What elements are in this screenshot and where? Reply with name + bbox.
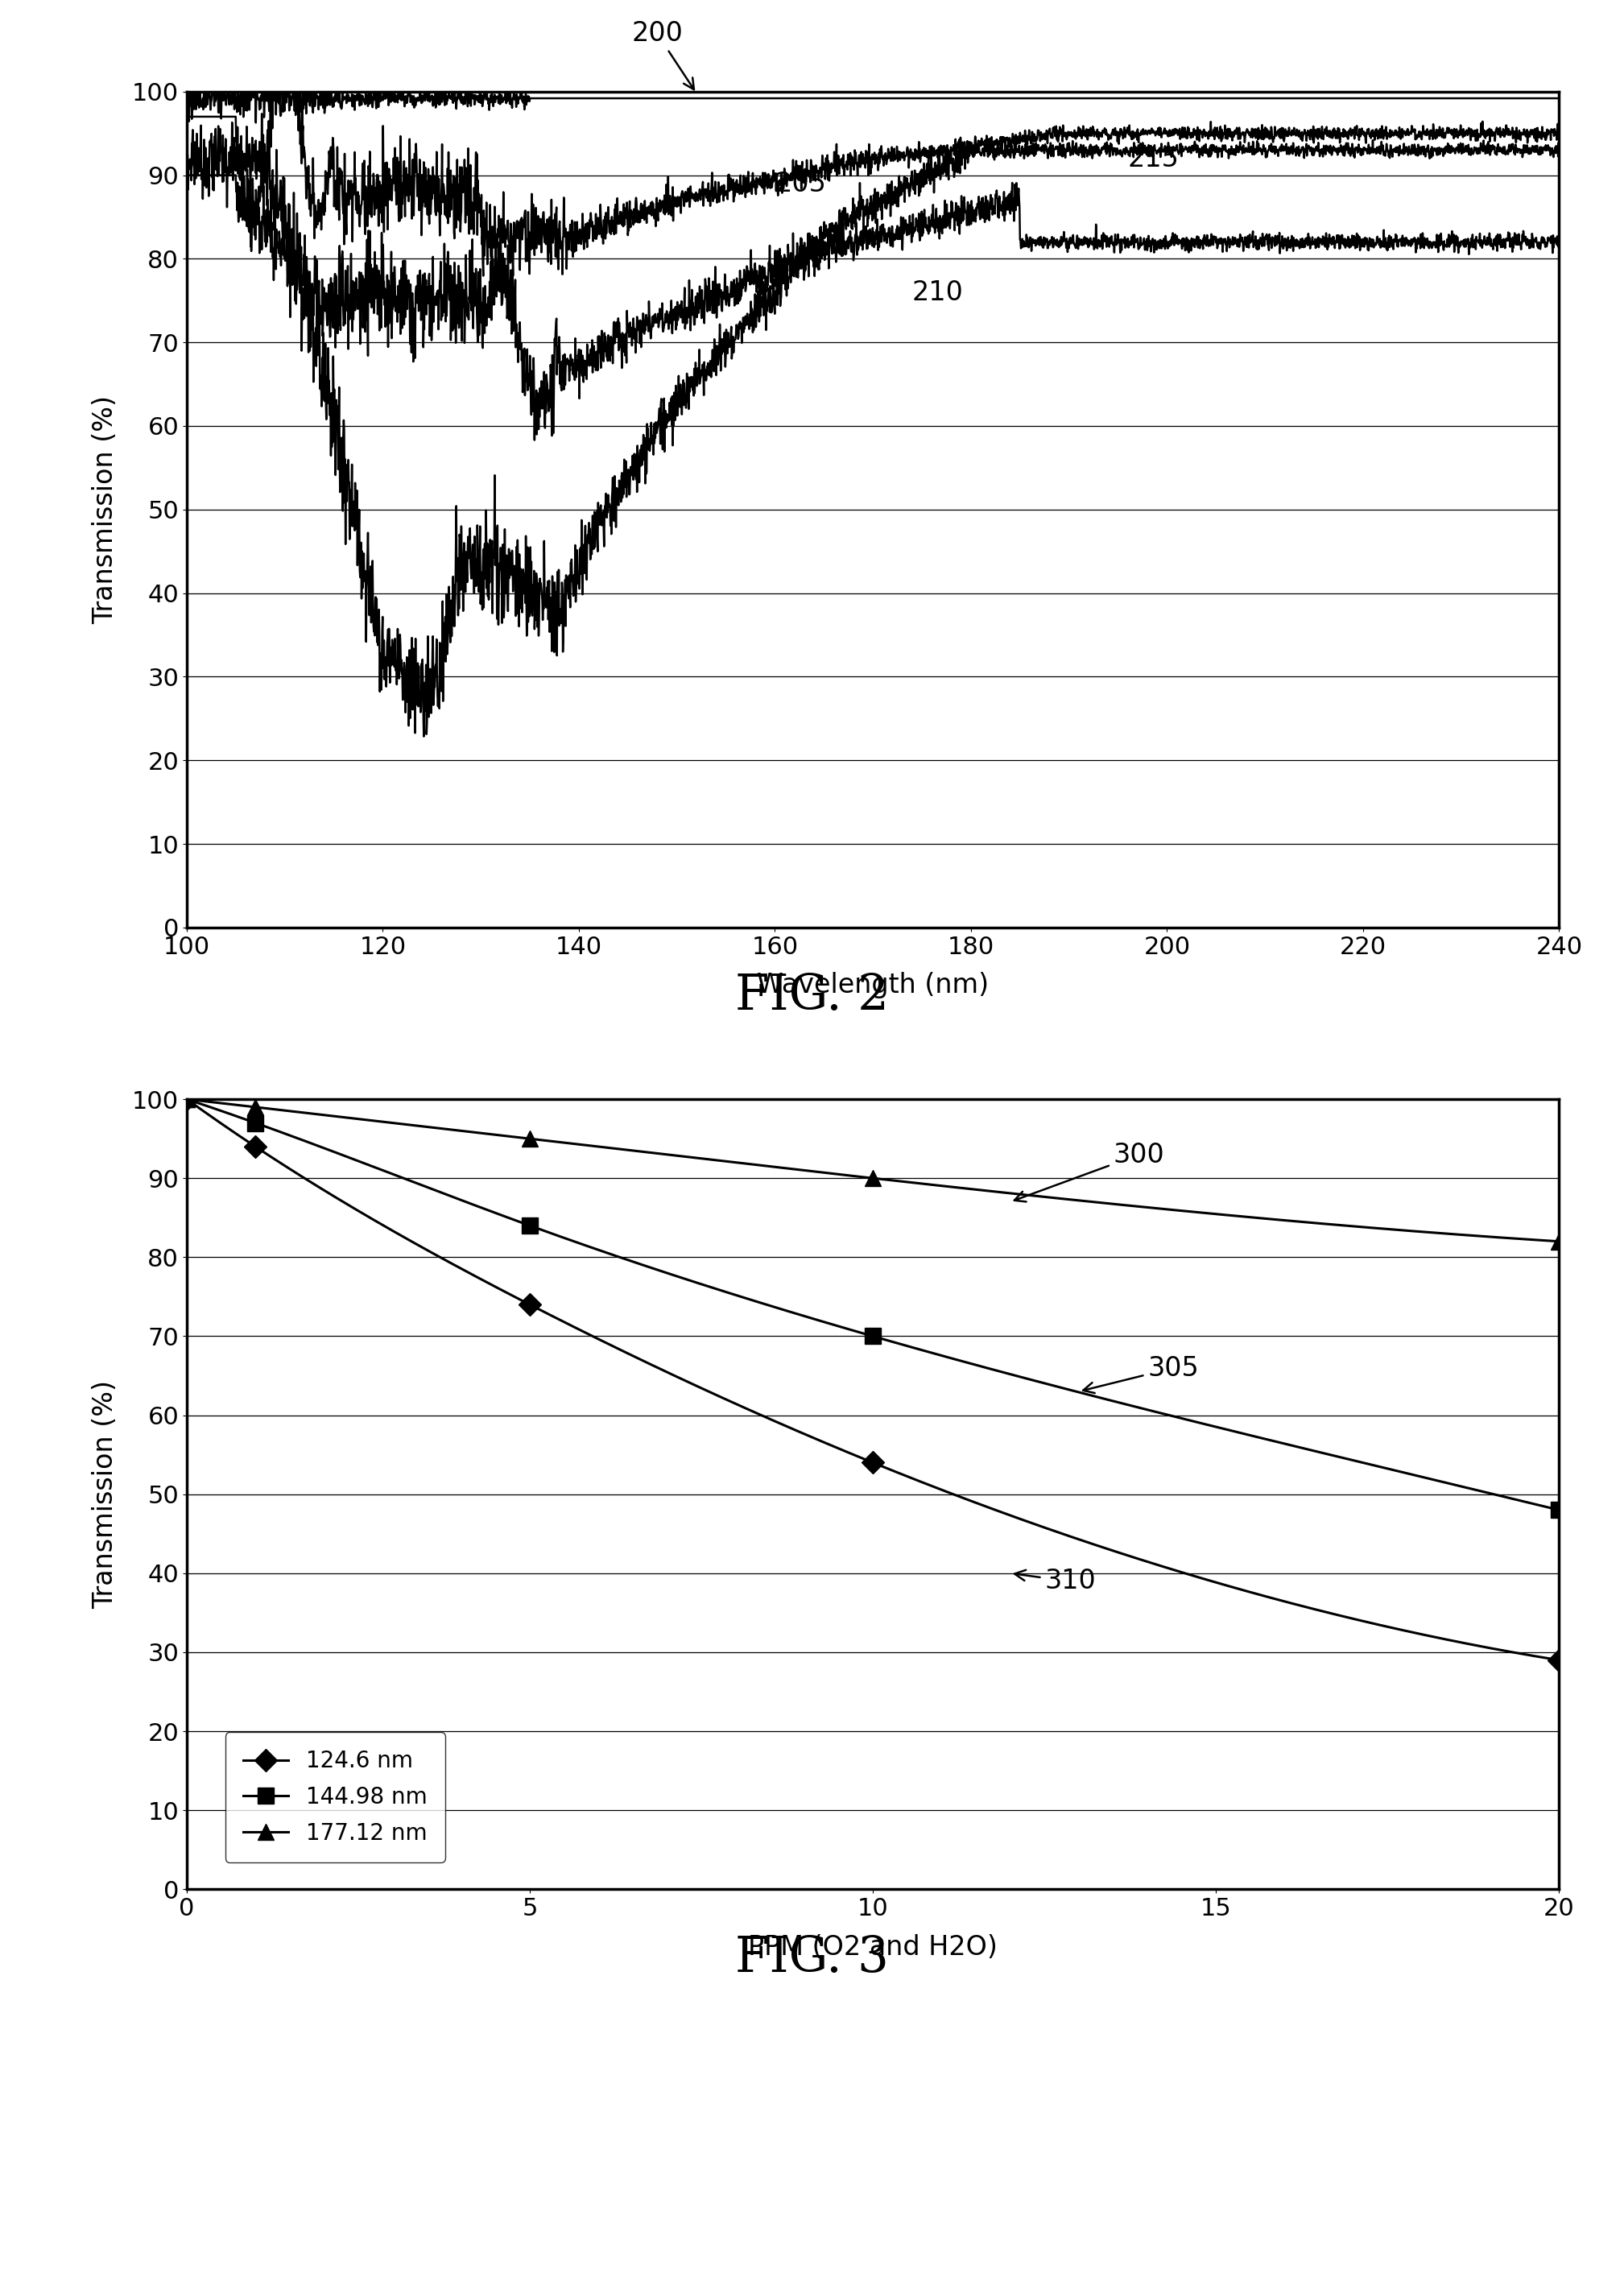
Text: FIG. 2: FIG. 2	[736, 971, 888, 1021]
Text: 300: 300	[1015, 1140, 1164, 1202]
Legend: 124.6 nm, 144.98 nm, 177.12 nm: 124.6 nm, 144.98 nm, 177.12 nm	[226, 1731, 445, 1862]
Y-axis label: Transmission (%): Transmission (%)	[93, 1381, 119, 1608]
Text: 205: 205	[775, 172, 827, 197]
X-axis label: PPM (O2 and H2O): PPM (O2 and H2O)	[749, 1933, 997, 1960]
Text: 305: 305	[1083, 1356, 1199, 1392]
Text: 200: 200	[632, 21, 693, 89]
Text: 210: 210	[913, 279, 963, 307]
Text: 215: 215	[1127, 147, 1179, 172]
Text: FIG. 3: FIG. 3	[736, 1933, 888, 1983]
Y-axis label: Transmission (%): Transmission (%)	[93, 396, 119, 623]
Text: 310: 310	[1015, 1569, 1096, 1594]
X-axis label: Wavelength (nm): Wavelength (nm)	[757, 971, 989, 998]
